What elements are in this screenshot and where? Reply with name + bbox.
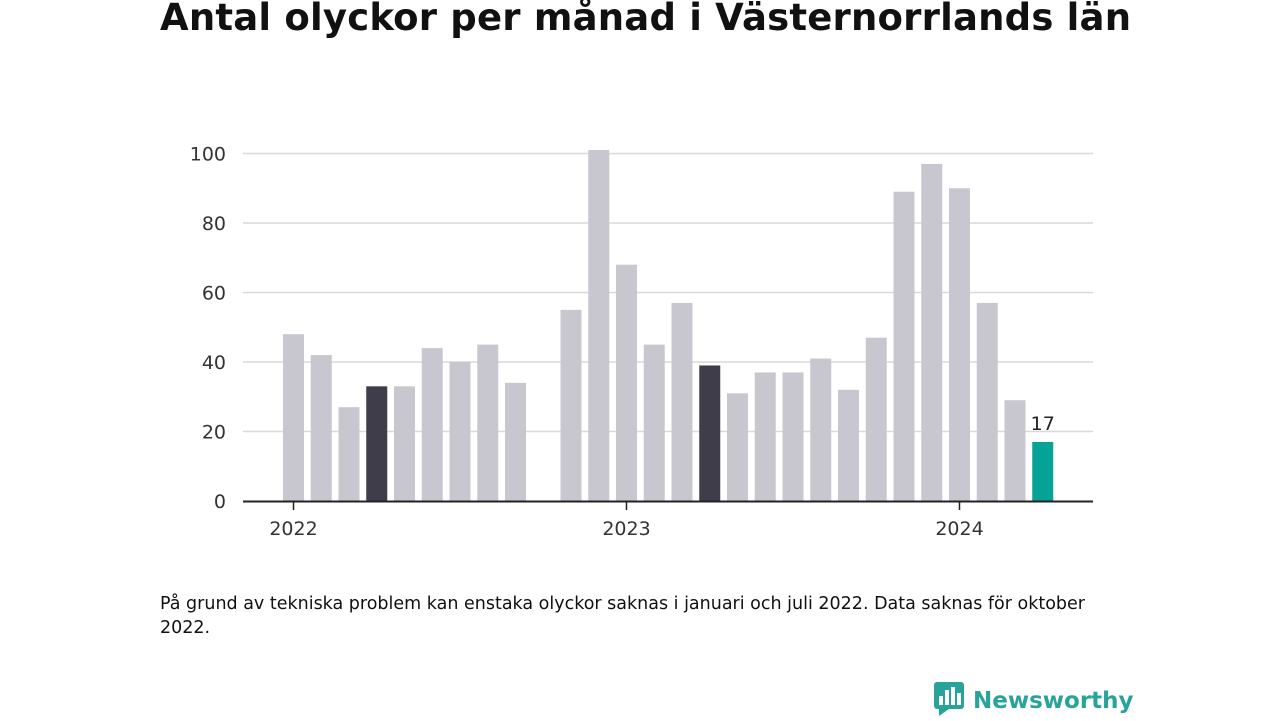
- bar: [310, 355, 332, 501]
- bar: [366, 386, 388, 501]
- bar: [949, 188, 970, 501]
- bar: [477, 344, 499, 501]
- data-label: 17: [1031, 413, 1055, 435]
- x-tick-label: 2022: [269, 518, 317, 540]
- bar: [810, 358, 832, 501]
- bar: [921, 163, 943, 502]
- bar: [699, 365, 721, 501]
- data-labels: 17: [1031, 413, 1055, 435]
- y-tick-label: 80: [202, 213, 226, 235]
- footnote: På grund av tekniska problem kan enstaka…: [160, 594, 1085, 638]
- bars: [283, 150, 1054, 502]
- bar: [671, 302, 693, 501]
- brand-logo[interactable]: Newsworthy: [933, 681, 1134, 721]
- y-tick-label: 40: [202, 352, 226, 374]
- y-tick-label: 0: [214, 491, 226, 513]
- bar: [588, 150, 610, 501]
- bar: [338, 407, 360, 501]
- x-axis: 2022 2023 2024: [243, 500, 1093, 540]
- bar: [754, 372, 776, 501]
- bar: [865, 337, 887, 501]
- bar-chart: 0 20 40 60 80 100 17 2022 2023 2024: [190, 144, 1093, 540]
- brand-name: Newsworthy: [973, 688, 1134, 714]
- newsworthy-logo-icon: [933, 681, 965, 721]
- bar: [838, 389, 859, 501]
- bar: [616, 264, 637, 501]
- x-tick-label: 2024: [935, 518, 983, 540]
- bar: [560, 309, 582, 501]
- bar: [1032, 441, 1054, 501]
- bar: [283, 334, 304, 501]
- bar: [421, 348, 443, 501]
- bar: [1004, 400, 1026, 501]
- chart-title: Antal olyckor per månad i Västernorrland…: [160, 0, 1132, 39]
- y-axis-tick-labels: 0 20 40 60 80 100: [190, 144, 226, 514]
- y-tick-label: 20: [202, 422, 226, 444]
- bar: [893, 191, 915, 501]
- y-tick-label: 100: [190, 144, 226, 166]
- x-tick-label: 2023: [602, 518, 650, 540]
- bar: [394, 386, 415, 501]
- bar: [505, 382, 526, 501]
- bar: [782, 372, 804, 501]
- bar: [449, 362, 471, 501]
- bar: [643, 344, 665, 501]
- bar: [727, 393, 748, 501]
- y-tick-label: 60: [202, 283, 226, 305]
- bar: [976, 302, 998, 501]
